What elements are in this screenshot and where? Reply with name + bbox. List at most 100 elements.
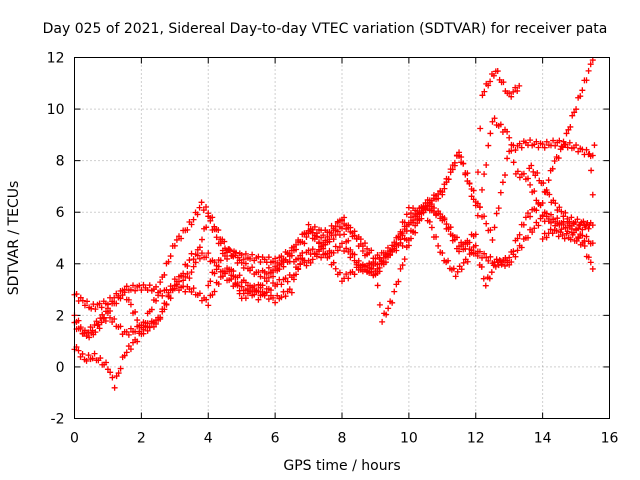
y-axis-label: SDTVAR / TECUs: [6, 181, 22, 296]
data-point: [157, 279, 164, 286]
data-point: [539, 236, 546, 243]
data-point: [224, 265, 231, 272]
data-point: [535, 144, 542, 151]
x-tick-label: 12: [467, 431, 485, 447]
data-point: [561, 235, 568, 242]
data-point: [265, 296, 272, 303]
data-point: [443, 179, 450, 186]
data-point: [178, 272, 185, 279]
data-point: [203, 254, 210, 261]
data-point: [343, 245, 350, 252]
data-point: [585, 225, 592, 232]
data-point: [466, 180, 473, 187]
data-point: [508, 147, 515, 154]
data-point: [376, 268, 383, 275]
data-point: [445, 224, 452, 231]
data-point: [305, 247, 312, 254]
data-point: [127, 325, 134, 332]
data-point: [516, 231, 523, 238]
data-point: [552, 200, 559, 207]
data-point: [188, 288, 195, 295]
data-point: [138, 287, 145, 294]
data-point: [138, 324, 145, 331]
data-point: [336, 269, 343, 276]
data-point: [591, 142, 598, 149]
data-point: [478, 263, 485, 270]
data-point: [514, 87, 521, 94]
data-point: [437, 188, 444, 195]
data-point: [480, 275, 487, 282]
data-point: [107, 314, 114, 321]
data-point: [104, 366, 111, 373]
data-point: [554, 215, 561, 222]
data-point: [265, 264, 272, 271]
data-point: [203, 203, 210, 210]
data-point: [492, 263, 499, 270]
data-point: [253, 288, 260, 295]
data-point: [311, 250, 318, 257]
data-point: [186, 275, 193, 282]
data-point: [379, 318, 386, 325]
data-point: [255, 269, 262, 276]
data-point: [153, 320, 160, 327]
data-point: [265, 254, 272, 261]
data-point: [524, 234, 531, 241]
data-point: [194, 252, 201, 259]
data-point: [92, 306, 99, 313]
data-point: [359, 248, 366, 255]
data-point: [347, 246, 354, 253]
data-point: [397, 265, 404, 272]
data-point: [389, 248, 396, 255]
data-point: [562, 209, 569, 216]
data-point: [497, 121, 504, 128]
data-point: [267, 287, 274, 294]
data-point: [430, 192, 437, 199]
data-point: [284, 278, 291, 285]
data-point: [215, 227, 222, 234]
data-point: [391, 243, 398, 250]
data-point: [581, 243, 588, 250]
data-point: [211, 288, 218, 295]
data-point: [213, 234, 220, 241]
data-point: [79, 350, 86, 357]
data-point: [309, 256, 316, 263]
data-point: [527, 137, 534, 144]
data-point: [79, 330, 86, 337]
data-point: [533, 219, 540, 226]
data-point: [203, 224, 210, 231]
data-point: [476, 204, 483, 211]
data-point: [125, 331, 132, 338]
data-point: [477, 125, 484, 132]
data-point: [450, 265, 457, 272]
data-point: [309, 229, 316, 236]
data-point: [134, 338, 141, 345]
data-point: [203, 296, 210, 303]
data-point: [207, 278, 214, 285]
y-tick-label: 6: [56, 205, 65, 221]
data-point: [330, 249, 337, 256]
data-point: [482, 282, 489, 289]
data-point: [481, 213, 488, 220]
data-point: [288, 252, 295, 259]
data-point: [589, 152, 596, 159]
data-point: [474, 212, 481, 219]
data-point: [512, 253, 519, 260]
data-point: [132, 308, 139, 315]
data-point: [563, 230, 570, 237]
data-point: [428, 203, 435, 210]
data-point: [125, 343, 132, 350]
data-point: [165, 289, 172, 296]
data-point: [249, 264, 256, 271]
data-point: [418, 208, 425, 215]
data-point: [148, 306, 155, 313]
data-point: [479, 186, 486, 193]
data-point: [493, 210, 500, 217]
data-point: [487, 130, 494, 137]
data-point: [439, 191, 446, 198]
data-point: [458, 243, 465, 250]
data-point: [491, 115, 498, 122]
data-point: [198, 250, 205, 257]
data-point: [583, 77, 590, 84]
data-point: [226, 246, 233, 253]
data-point: [458, 154, 465, 161]
